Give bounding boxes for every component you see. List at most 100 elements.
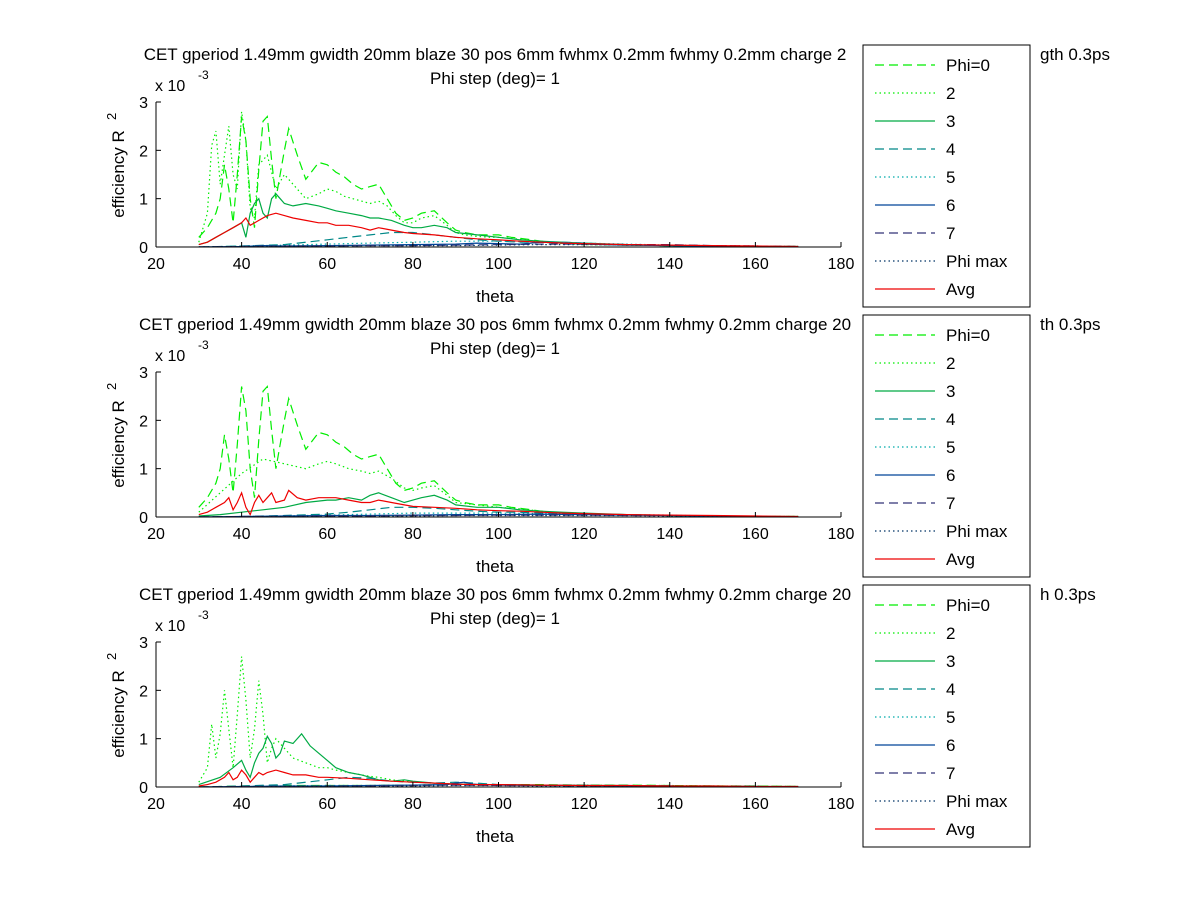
series-line-9 <box>198 489 799 517</box>
series-line-3 <box>198 192 799 247</box>
chart-panel-3: CET gperiod 1.49mm gwidth 20mm blaze 30 … <box>104 584 1096 848</box>
chart-title-tail: gth 0.3ps <box>1040 45 1110 64</box>
x-tick-label: 140 <box>656 256 683 273</box>
plot-area: 20 40 60 80 100 120 140 160 180 0 1 2 3 <box>139 365 854 543</box>
legend-entry: 5 <box>946 708 955 727</box>
y-multiplier-base: x 10 <box>155 78 185 95</box>
x-tick-label: 140 <box>656 796 683 813</box>
x-tick-label: 100 <box>485 526 512 543</box>
y-multiplier-exponent: -3 <box>198 68 209 82</box>
y-tick-label: 1 <box>139 462 148 479</box>
legend-entry: 4 <box>946 680 955 699</box>
legend: Phi=0 2 3 4 5 6 7 Phi max Avg <box>862 584 1031 848</box>
y-axis-label: efficiency R 2 <box>104 653 128 758</box>
legend-entry: 2 <box>946 624 955 643</box>
y-axis-label-exponent: 2 <box>104 383 119 390</box>
legend-entry: 4 <box>946 140 955 159</box>
series-line-9 <box>198 212 799 247</box>
y-multiplier: x 10 -3 <box>155 338 209 365</box>
x-tick-label: 40 <box>233 526 251 543</box>
legend-entry: Phi=0 <box>946 596 990 615</box>
legend-entry: 7 <box>946 494 955 513</box>
x-tick-label: 20 <box>147 796 165 813</box>
y-tick-label: 3 <box>139 95 148 112</box>
chart-panel-2: CET gperiod 1.49mm gwidth 20mm blaze 30 … <box>104 314 1101 578</box>
legend-entry: Phi max <box>946 792 1008 811</box>
chart-title: CET gperiod 1.49mm gwidth 20mm blaze 30 … <box>144 45 847 64</box>
y-axis-label-text: efficiency R <box>109 130 128 218</box>
legend-entry: 7 <box>946 764 955 783</box>
y-tick-label: 3 <box>139 365 148 382</box>
legend-entry: 6 <box>946 736 955 755</box>
series-line-2 <box>198 458 799 517</box>
legend-entry: 7 <box>946 224 955 243</box>
legend-entry: 3 <box>946 112 955 131</box>
legend-entry: 6 <box>946 196 955 215</box>
y-tick-label: 0 <box>139 240 148 257</box>
legend-entry: Avg <box>946 280 975 299</box>
x-tick-label: 80 <box>404 526 422 543</box>
legend-frame <box>862 584 1031 848</box>
chart-title-tail: th 0.3ps <box>1040 315 1101 334</box>
x-tick-label: 180 <box>828 526 855 543</box>
x-tick-label: 40 <box>233 256 251 273</box>
plot-area: 20 40 60 80 100 120 140 160 180 0 1 2 3 <box>139 95 854 273</box>
series-line-1 <box>198 115 799 247</box>
y-axis-label-exponent: 2 <box>104 113 119 120</box>
x-axis-label: theta <box>476 287 514 306</box>
x-tick-label: 20 <box>147 256 165 273</box>
x-tick-label: 80 <box>404 796 422 813</box>
y-tick-label: 1 <box>139 732 148 749</box>
x-tick-label: 160 <box>742 256 769 273</box>
y-tick-label: 2 <box>139 143 148 160</box>
y-multiplier-base: x 10 <box>155 348 185 365</box>
chart-panel-1: CET gperiod 1.49mm gwidth 20mm blaze 30 … <box>104 44 1110 308</box>
x-tick-label: 100 <box>485 796 512 813</box>
y-axis-label-exponent: 2 <box>104 653 119 660</box>
x-tick-label: 80 <box>404 256 422 273</box>
y-axis-label: efficiency R 2 <box>104 113 128 218</box>
legend-entry: 3 <box>946 652 955 671</box>
x-tick-label: 60 <box>318 796 336 813</box>
x-tick-label: 180 <box>828 256 855 273</box>
legend-entry: 2 <box>946 354 955 373</box>
chart-title: CET gperiod 1.49mm gwidth 20mm blaze 30 … <box>139 315 851 334</box>
legend: Phi=0 2 3 4 5 6 7 Phi max Avg <box>862 314 1031 578</box>
x-tick-label: 120 <box>571 256 598 273</box>
legend-entry: Phi=0 <box>946 56 990 75</box>
y-multiplier-base: x 10 <box>155 618 185 635</box>
series-group <box>198 111 799 247</box>
y-tick-label: 3 <box>139 635 148 652</box>
series-line-4 <box>198 776 799 787</box>
chart-subtitle: Phi step (deg)= 1 <box>430 69 560 88</box>
y-multiplier-exponent: -3 <box>198 338 209 352</box>
y-axis-label: efficiency R 2 <box>104 383 128 488</box>
x-tick-label: 60 <box>318 256 336 273</box>
chart-subtitle: Phi step (deg)= 1 <box>430 339 560 358</box>
legend-entry: 5 <box>946 168 955 187</box>
x-axis-label: theta <box>476 827 514 846</box>
y-tick-label: 0 <box>139 510 148 527</box>
legend-frame <box>862 314 1031 578</box>
legend-entry: Phi max <box>946 252 1008 271</box>
legend-entry: 3 <box>946 382 955 401</box>
x-tick-label: 160 <box>742 796 769 813</box>
x-tick-label: 180 <box>828 796 855 813</box>
x-tick-label: 140 <box>656 526 683 543</box>
chart-title: CET gperiod 1.49mm gwidth 20mm blaze 30 … <box>139 585 851 604</box>
y-tick-label: 2 <box>139 413 148 430</box>
chart-title-tail: h 0.3ps <box>1040 585 1096 604</box>
legend: Phi=0 2 3 4 5 6 7 Phi max Avg <box>862 44 1031 308</box>
chart-subtitle: Phi step (deg)= 1 <box>430 609 560 628</box>
x-tick-label: 60 <box>318 526 336 543</box>
x-tick-label: 20 <box>147 526 165 543</box>
y-tick-label: 0 <box>139 780 148 797</box>
y-axis-label-text: efficiency R <box>109 670 128 758</box>
x-tick-label: 40 <box>233 796 251 813</box>
legend-entry: 5 <box>946 438 955 457</box>
series-line-2 <box>198 656 799 787</box>
series-line-9 <box>198 769 799 787</box>
plot-area: 20 40 60 80 100 120 140 160 180 0 1 2 3 <box>139 635 854 813</box>
legend-entry: 6 <box>946 466 955 485</box>
